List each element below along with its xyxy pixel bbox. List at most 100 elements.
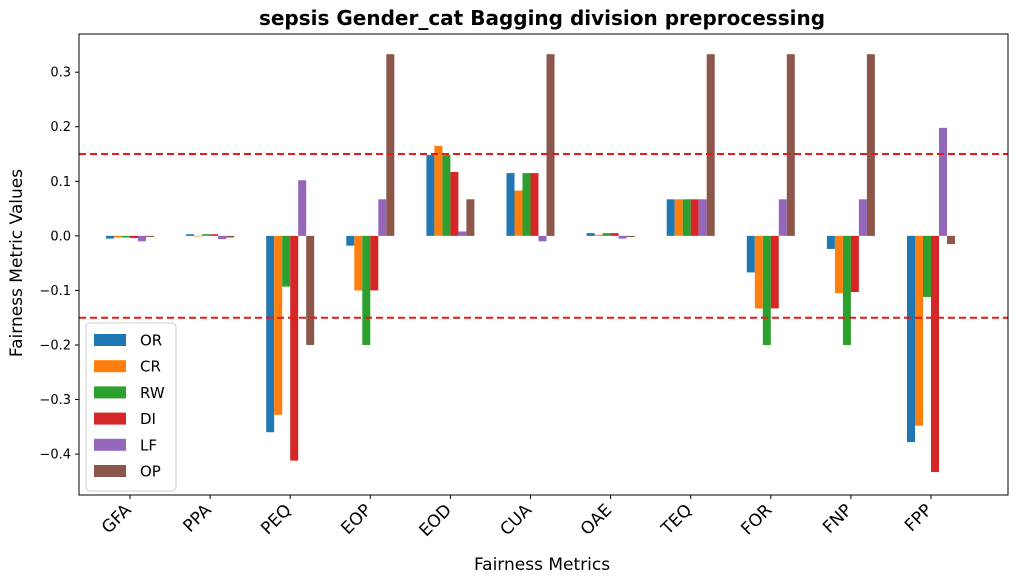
bar-di-eod <box>450 172 459 236</box>
bar-op-eop <box>386 54 395 236</box>
bar-rw-eop <box>362 235 371 345</box>
bar-or-eod <box>426 155 435 236</box>
y-tick-label: −0.2 <box>39 338 71 353</box>
legend-label-di: DI <box>140 410 156 428</box>
bar-op-fpp <box>947 235 955 245</box>
x-tick-label: EOD <box>415 500 455 540</box>
y-tick-label: 0.0 <box>50 229 71 244</box>
bar-cr-ppa <box>194 235 203 237</box>
legend-swatch-op <box>94 465 126 477</box>
y-axis-label: Fairness Metric Values <box>7 169 27 357</box>
bar-lf-fnp <box>858 199 867 236</box>
bar-di-eop <box>370 235 379 291</box>
y-tick-label: −0.3 <box>39 393 71 408</box>
legend-swatch-lf <box>94 438 126 451</box>
x-tick-label: FNP <box>819 500 856 537</box>
x-axis-label: Fairness Metrics <box>474 555 610 575</box>
x-tick-label: PEQ <box>257 500 295 538</box>
bar-or-eop <box>346 235 355 246</box>
x-tick-label: FPP <box>901 500 937 536</box>
legend-label-rw: RW <box>140 384 165 402</box>
bar-di-fnp <box>850 235 859 293</box>
bar-op-for <box>786 54 795 236</box>
bar-rw-gfa <box>122 235 130 238</box>
bars-layer <box>106 54 955 473</box>
bar-or-peq <box>266 235 275 433</box>
bar-di-gfa <box>130 235 138 239</box>
bar-cr-oae <box>594 234 603 236</box>
x-tick-label: TEQ <box>657 500 696 539</box>
bar-rw-for <box>762 235 771 345</box>
bar-rw-teq <box>682 199 691 236</box>
bar-lf-cua <box>538 235 547 242</box>
bar-or-oae <box>586 233 595 236</box>
bar-or-gfa <box>106 235 114 239</box>
bar-or-teq <box>666 199 675 236</box>
y-tick-label: 0.3 <box>50 66 71 81</box>
legend-label-or: OR <box>140 332 162 350</box>
legend: OR CR RW DI LF OP <box>85 322 177 492</box>
y-tick-label: 0.2 <box>50 120 71 135</box>
bar-lf-eod <box>458 231 467 236</box>
bar-lf-teq <box>698 199 707 236</box>
bar-rw-eod <box>442 155 451 236</box>
reference-lines <box>79 153 1008 319</box>
bar-cr-gfa <box>114 235 122 238</box>
legend-swatch-di <box>94 412 126 425</box>
axes: −0.4 −0.3 −0.2 −0.1 0.0 0.1 0.2 0.3 GFA PPA PEQ EOP… <box>39 33 1009 541</box>
bar-or-for <box>746 235 755 273</box>
bar-op-teq <box>706 54 715 236</box>
bar-di-fpp <box>931 235 939 473</box>
legend-label-cr: CR <box>140 358 161 376</box>
bar-lf-oae <box>618 235 627 239</box>
bar-di-teq <box>690 199 699 236</box>
bar-op-cua <box>546 54 555 236</box>
x-tick-label: EOP <box>337 500 375 538</box>
bar-op-oae <box>626 235 635 237</box>
legend-swatch-cr <box>94 360 126 373</box>
x-tick-label: CUA <box>496 500 536 540</box>
x-tick-label: OAE <box>577 500 616 539</box>
bar-op-peq <box>306 235 315 345</box>
bar-or-ppa <box>186 234 195 236</box>
y-tick-label: 0.1 <box>50 175 71 190</box>
x-tick-label: GFA <box>98 500 136 538</box>
bar-or-fpp <box>907 235 915 443</box>
legend-label-lf: LF <box>140 436 157 454</box>
bar-lf-eop <box>378 199 387 236</box>
chart-title: sepsis Gender_cat Bagging division prepr… <box>259 6 825 30</box>
bar-lf-for <box>778 199 787 236</box>
bar-rw-ppa <box>202 234 211 236</box>
bar-lf-peq <box>298 180 307 236</box>
bar-lf-ppa <box>218 235 227 240</box>
y-tick-label: −0.1 <box>39 284 71 299</box>
plot-frame <box>78 33 1009 496</box>
bar-di-ppa <box>210 234 219 236</box>
bar-cr-peq <box>274 235 283 415</box>
legend-swatch-rw <box>94 386 126 399</box>
legend-label-op: OP <box>140 463 161 481</box>
bar-cr-eod <box>434 145 443 236</box>
bar-lf-gfa <box>138 235 146 242</box>
bar-cr-fnp <box>834 235 843 294</box>
bar-op-gfa <box>146 235 154 237</box>
bar-or-cua <box>506 173 515 236</box>
bar-cr-eop <box>354 235 363 291</box>
x-tick-label: PPA <box>180 500 216 536</box>
bar-di-peq <box>290 235 299 461</box>
x-tick-label: FOR <box>737 500 776 539</box>
bar-cr-for <box>754 235 763 309</box>
bar-rw-cua <box>522 173 531 236</box>
bar-di-cua <box>530 173 539 236</box>
bar-rw-fpp <box>923 235 931 297</box>
bar-rw-fnp <box>842 235 851 345</box>
bar-di-oae <box>610 233 619 236</box>
bar-or-fnp <box>826 235 835 249</box>
bar-rw-oae <box>602 233 611 236</box>
bar-cr-cua <box>514 190 523 236</box>
bar-cr-teq <box>674 199 683 236</box>
bar-op-eod <box>466 199 475 236</box>
bar-lf-fpp <box>939 127 947 236</box>
